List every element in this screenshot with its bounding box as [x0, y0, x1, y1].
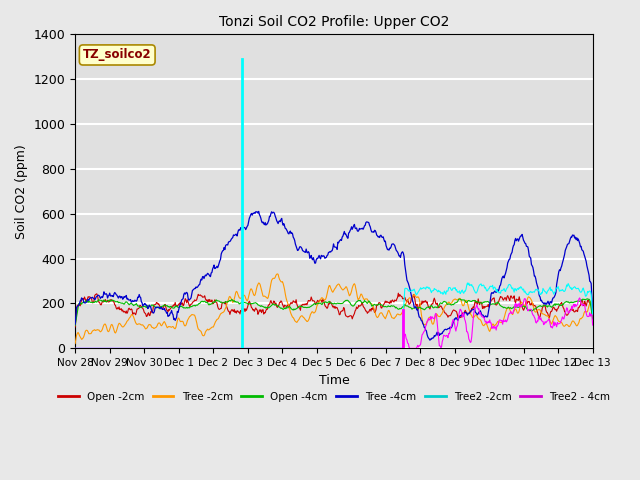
Tree2 - 4cm [397, 346, 404, 351]
Tree -4cm [214, 265, 221, 271]
Open -4cm [397, 306, 404, 312]
Line: Tree -4cm: Tree -4cm [75, 211, 593, 340]
Tree2 - 4cm [589, 322, 596, 328]
Tree2 -2cm [81, 346, 88, 351]
Open -4cm [589, 316, 596, 322]
Tree -2cm [134, 321, 141, 327]
Tree2 -2cm [134, 346, 141, 351]
Open -4cm [584, 296, 591, 302]
Text: TZ_soilco2: TZ_soilco2 [83, 48, 152, 61]
Line: Open -4cm: Open -4cm [75, 299, 593, 325]
Open -2cm [81, 294, 88, 300]
Tree -2cm [589, 316, 596, 322]
Legend: Open -2cm, Tree -2cm, Open -4cm, Tree -4cm, Tree2 -2cm, Tree2 - 4cm: Open -2cm, Tree -2cm, Open -4cm, Tree -4… [54, 387, 614, 406]
Open -4cm [81, 300, 88, 305]
Tree -2cm [273, 271, 281, 277]
Tree -2cm [186, 313, 194, 319]
Open -2cm [412, 303, 420, 309]
Tree2 - 4cm [81, 346, 88, 351]
X-axis label: Time: Time [319, 373, 349, 386]
Tree2 - 4cm [576, 295, 584, 301]
Tree2 -2cm [71, 346, 79, 351]
Open -2cm [214, 303, 221, 309]
Title: Tonzi Soil CO2 Profile: Upper CO2: Tonzi Soil CO2 Profile: Upper CO2 [219, 15, 449, 29]
Tree -2cm [71, 341, 79, 347]
Tree -4cm [81, 300, 88, 306]
Open -4cm [214, 298, 221, 304]
Tree -4cm [412, 305, 420, 311]
Open -4cm [412, 304, 419, 310]
Line: Tree2 -2cm: Tree2 -2cm [75, 283, 593, 348]
Tree2 - 4cm [134, 346, 141, 351]
Tree -2cm [214, 316, 221, 322]
Line: Tree2 - 4cm: Tree2 - 4cm [75, 298, 593, 348]
Tree -4cm [71, 321, 79, 327]
Open -2cm [397, 294, 405, 300]
Open -2cm [394, 290, 402, 296]
Open -4cm [186, 304, 194, 310]
Tree2 -2cm [589, 312, 596, 317]
Y-axis label: Soil CO2 (ppm): Soil CO2 (ppm) [15, 144, 28, 239]
Open -2cm [186, 302, 194, 308]
Tree2 - 4cm [186, 346, 194, 351]
Tree -4cm [397, 251, 405, 257]
Tree -4cm [255, 208, 262, 214]
Tree2 -2cm [397, 346, 404, 351]
Tree2 - 4cm [71, 346, 79, 351]
Tree -2cm [412, 294, 420, 300]
Open -2cm [71, 324, 79, 330]
Tree -2cm [397, 311, 405, 317]
Tree2 -2cm [214, 346, 221, 351]
Tree2 - 4cm [412, 346, 419, 351]
Line: Open -2cm: Open -2cm [75, 293, 593, 327]
Line: Tree -2cm: Tree -2cm [75, 274, 593, 344]
Open -2cm [589, 314, 596, 320]
Tree2 -2cm [186, 346, 194, 351]
Open -4cm [71, 323, 79, 328]
Tree -4cm [426, 337, 434, 343]
Open -2cm [134, 306, 141, 312]
Tree2 -2cm [463, 280, 471, 286]
Tree -4cm [134, 294, 141, 300]
Tree -2cm [81, 332, 88, 337]
Open -4cm [134, 303, 141, 309]
Tree -4cm [589, 309, 596, 314]
Tree2 - 4cm [214, 346, 221, 351]
Tree2 -2cm [412, 290, 419, 296]
Tree -4cm [186, 296, 194, 301]
